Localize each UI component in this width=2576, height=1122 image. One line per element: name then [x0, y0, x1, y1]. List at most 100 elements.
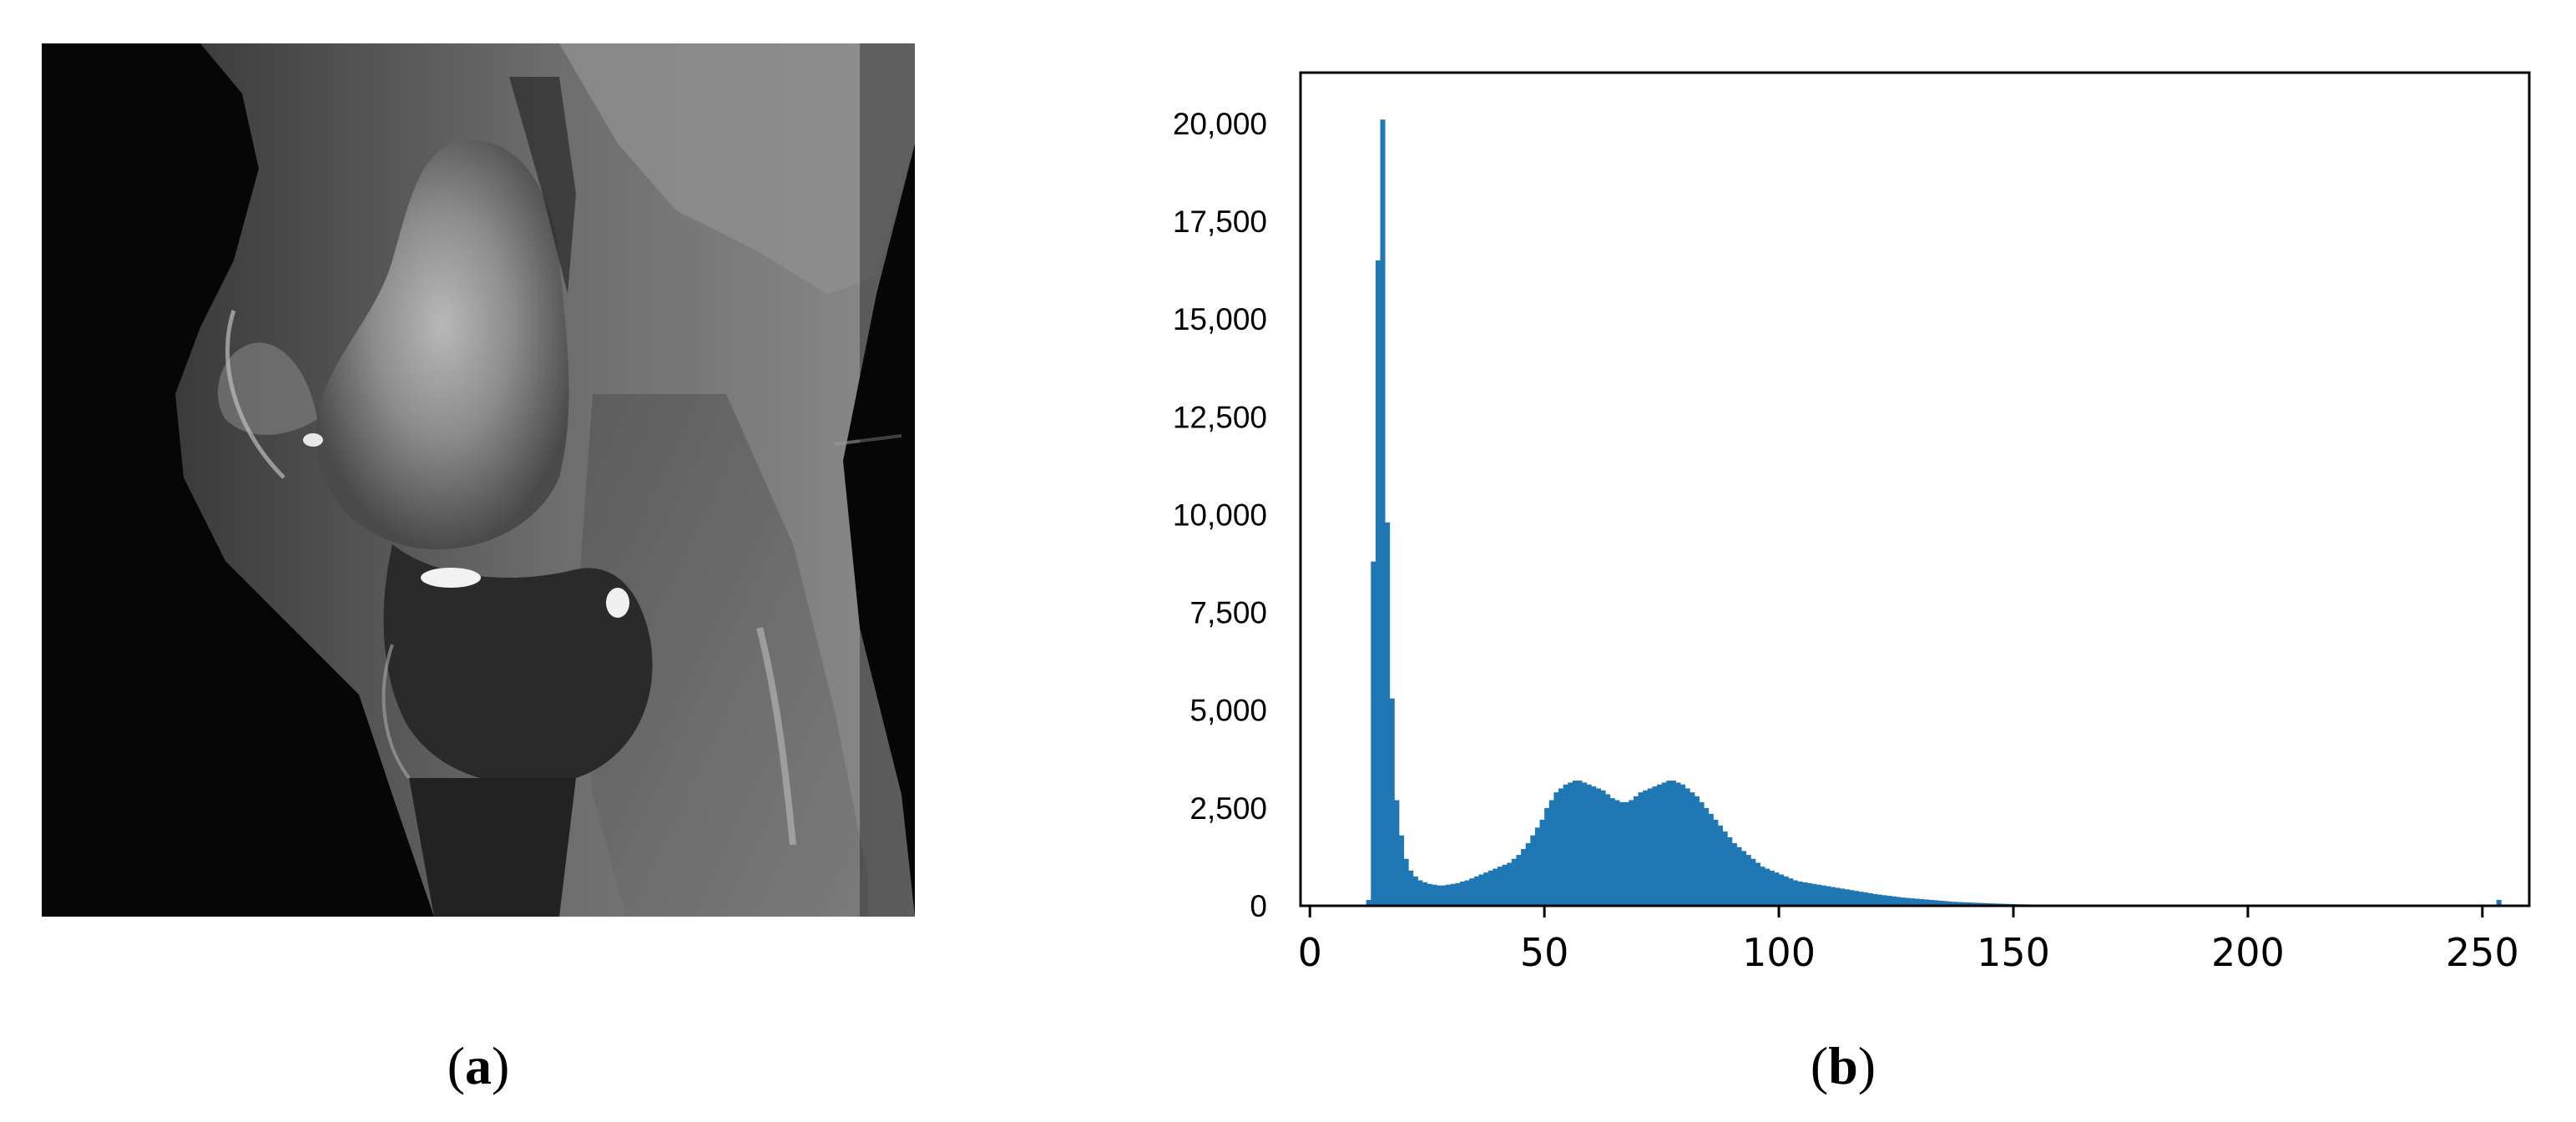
- histogram-bar: [1938, 900, 1944, 906]
- histogram-bar: [1497, 867, 1503, 906]
- histogram-bar: [1614, 800, 1620, 906]
- histogram-bar: [1718, 825, 1724, 906]
- histogram-bar: [1881, 895, 1887, 906]
- histogram-bar: [1548, 800, 1554, 906]
- histogram-bar: [1375, 260, 1381, 906]
- histogram-bar: [1656, 784, 1663, 906]
- histogram-bar: [1572, 781, 1578, 906]
- histogram-bar: [1380, 119, 1386, 907]
- histogram-bar: [1792, 880, 1798, 906]
- histogram-bar: [1586, 784, 1592, 906]
- histogram-bar: [1478, 874, 1484, 906]
- histogram-bar: [1460, 881, 1466, 906]
- x-tick-label: 0: [1298, 930, 1322, 975]
- histogram-chart: 0 50 100 150 200 250 0 2,500 5,000 7,500 10,000 12…: [1043, 33, 2576, 1035]
- y-tick-label: 0: [1250, 889, 1267, 923]
- histogram-bar: [1417, 880, 1423, 906]
- histogram-bar: [1924, 899, 1930, 906]
- histogram-bar: [1774, 872, 1780, 906]
- histogram-bar: [1521, 849, 1527, 906]
- y-tick-label: 12,500: [1173, 400, 1267, 434]
- histogram-bar: [1731, 843, 1737, 906]
- histogram-bar: [1910, 898, 1916, 906]
- histogram-bar: [1690, 792, 1695, 906]
- histogram-bar: [1469, 878, 1475, 906]
- histogram-bar: [1788, 878, 1794, 906]
- histogram-bar: [1652, 786, 1658, 906]
- histogram-bar: [1638, 792, 1644, 906]
- histogram-bar: [1933, 900, 1939, 906]
- histogram-bars: [1366, 119, 2507, 907]
- histogram-bar: [1582, 782, 1588, 906]
- histogram-bar: [1441, 885, 1447, 906]
- histogram-bar: [1511, 858, 1517, 906]
- histogram-bar: [1558, 788, 1564, 906]
- caption-b-close: ): [1857, 1036, 1876, 1095]
- histogram-bar: [1783, 876, 1789, 906]
- histogram-bar: [1980, 902, 1986, 906]
- histogram-bar: [1760, 867, 1765, 906]
- histogram-bar: [1450, 883, 1456, 906]
- knee-mri-scan: [42, 43, 915, 917]
- histogram-bar: [1858, 892, 1864, 906]
- histogram-bar: [1493, 868, 1498, 906]
- histogram-bar: [1432, 884, 1437, 906]
- caption-b-open: (: [1810, 1036, 1829, 1095]
- histogram-bar: [1947, 901, 1953, 906]
- histogram-bar: [1741, 851, 1747, 906]
- histogram-bar: [1661, 782, 1667, 906]
- histogram-bar: [1647, 788, 1653, 906]
- histogram-bar: [1385, 522, 1391, 906]
- histogram-bar: [1609, 798, 1615, 906]
- caption-a-open: (: [447, 1036, 465, 1095]
- x-tick-label: 50: [1520, 930, 1569, 975]
- histogram-bar: [1779, 874, 1785, 906]
- y-tick-label: 5,000: [1190, 694, 1267, 728]
- y-tick-label: 7,500: [1190, 596, 1267, 630]
- histogram-bar: [1670, 781, 1676, 906]
- histogram-bar: [1797, 881, 1803, 906]
- histogram-bar: [1769, 870, 1775, 906]
- caption-a-close: ): [492, 1036, 510, 1095]
- histogram-bar: [1765, 868, 1770, 906]
- histogram-bar: [1708, 813, 1714, 906]
- histogram-bar: [1830, 887, 1836, 906]
- histogram-bar: [1863, 892, 1869, 906]
- histogram-bar: [1811, 883, 1817, 906]
- histogram-bar: [1563, 784, 1568, 906]
- y-tick-label: 15,000: [1173, 302, 1267, 336]
- histogram-bar: [1745, 855, 1751, 906]
- histogram-bar: [1928, 899, 1934, 906]
- histogram-bar: [1853, 891, 1859, 906]
- histogram-bar: [1736, 847, 1742, 906]
- histogram-bar: [1840, 888, 1846, 906]
- histogram-bar: [1971, 902, 1977, 906]
- histogram-bar: [1577, 781, 1583, 906]
- panel-a-caption: (a): [395, 1035, 562, 1097]
- histogram-bar: [1633, 796, 1639, 906]
- histogram-bar: [1835, 887, 1841, 906]
- histogram-bar: [2496, 899, 2502, 906]
- y-tick-label: 2,500: [1190, 791, 1267, 826]
- histogram-bar: [1844, 889, 1850, 906]
- histogram-bar: [1985, 902, 1991, 906]
- x-axis: 0 50 100 150 200 250: [1298, 906, 2519, 975]
- histogram-bar: [1966, 902, 1972, 906]
- histogram-bar: [1525, 843, 1531, 906]
- histogram-bar: [1446, 884, 1452, 906]
- panel-b-caption: (b): [1760, 1035, 1927, 1097]
- histogram-bar: [1952, 902, 1957, 906]
- histogram-bar: [1685, 788, 1690, 906]
- histogram-bar: [1624, 801, 1629, 906]
- x-tick-label: 200: [2211, 930, 2285, 975]
- histogram-bar: [1553, 792, 1559, 906]
- histogram-bar: [1750, 858, 1756, 906]
- y-axis: 0 2,500 5,000 7,500 10,000 12,500 15,000 17,500…: [1173, 107, 1267, 923]
- plot-frame: [1299, 71, 2531, 907]
- histogram-bar: [1366, 899, 1371, 906]
- y-tick-label: 20,000: [1173, 107, 1267, 141]
- histogram-bar: [1666, 781, 1672, 906]
- histogram-bar: [1412, 876, 1418, 906]
- histogram-bar: [1408, 870, 1414, 906]
- histogram-bar: [1849, 890, 1855, 906]
